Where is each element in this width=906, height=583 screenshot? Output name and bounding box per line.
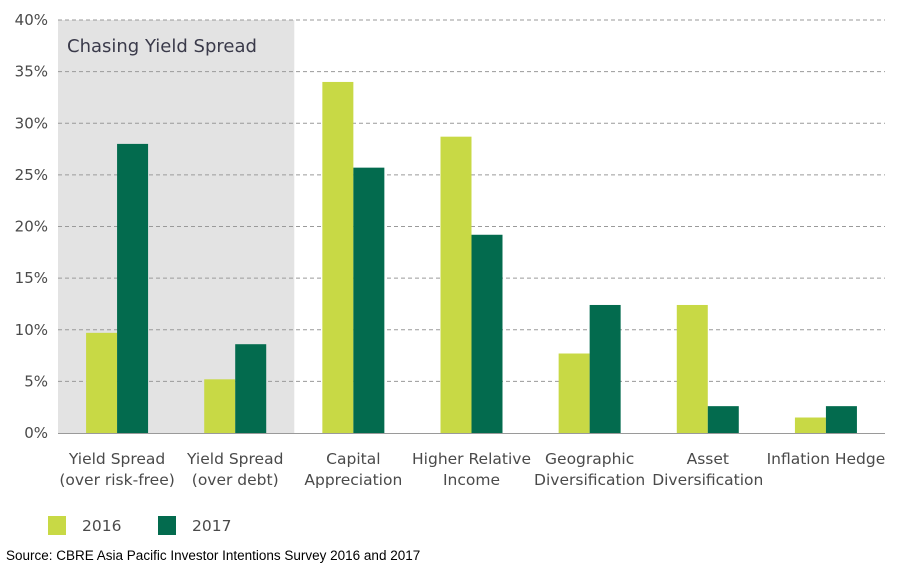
- x-category-label: Inflation Hedge: [767, 450, 886, 468]
- legend-swatch-2017: [158, 516, 176, 535]
- bar-2016-3: [440, 136, 472, 434]
- bar-2017-0: [117, 143, 149, 433]
- y-tick-label: 25%: [15, 166, 48, 184]
- source-note: Source: CBRE Asia Pacific Investor Inten…: [6, 548, 421, 563]
- bar-2017-1: [235, 344, 267, 433]
- bar-2017-2: [353, 167, 385, 433]
- y-tick-label: 15%: [15, 269, 48, 287]
- legend-swatch-2016: [48, 516, 66, 535]
- y-tick-label: 35%: [15, 63, 48, 81]
- y-tick-label: 30%: [15, 114, 48, 132]
- y-tick-label: 20%: [15, 218, 48, 236]
- bar-2016-2: [322, 81, 354, 433]
- x-category-label: Diversification: [534, 471, 645, 489]
- bar-2017-3: [471, 234, 503, 433]
- bar-2017-6: [825, 406, 857, 433]
- bar-chart: Chasing Yield Spread 0% 5% 10% 15% 20% 25% 30% 3…: [15, 11, 886, 535]
- y-tick-label: 0%: [24, 424, 48, 442]
- bar-2016-0: [86, 332, 118, 433]
- y-tick-label: 10%: [15, 321, 48, 339]
- highlight-label: Chasing Yield Spread: [67, 36, 257, 57]
- bar-2016-4: [558, 353, 590, 433]
- x-category-label: Capital: [326, 450, 380, 468]
- x-category-label: Asset: [687, 450, 729, 468]
- x-category-label: (over debt): [192, 471, 279, 489]
- x-category-label: Geographic: [545, 450, 634, 468]
- x-category-label: (over risk-free): [59, 471, 174, 489]
- y-tick-label: 40%: [15, 11, 48, 29]
- x-category-label: Income: [443, 471, 500, 489]
- legend-label-2016: 2016: [82, 517, 121, 535]
- bar-2016-6: [794, 417, 826, 433]
- x-category-label: Diversification: [652, 471, 763, 489]
- legend-label-2017: 2017: [192, 517, 231, 535]
- bar-2016-1: [204, 379, 236, 433]
- y-tick-label: 5%: [24, 372, 48, 390]
- bar-2017-5: [707, 406, 739, 433]
- bar-2017-4: [589, 304, 621, 433]
- x-category-label: Yield Spread: [68, 450, 165, 468]
- x-category-label: Yield Spread: [186, 450, 283, 468]
- x-category-label: Higher Relative: [412, 450, 531, 468]
- x-category-label: Appreciation: [304, 471, 402, 489]
- bar-2016-5: [676, 304, 708, 433]
